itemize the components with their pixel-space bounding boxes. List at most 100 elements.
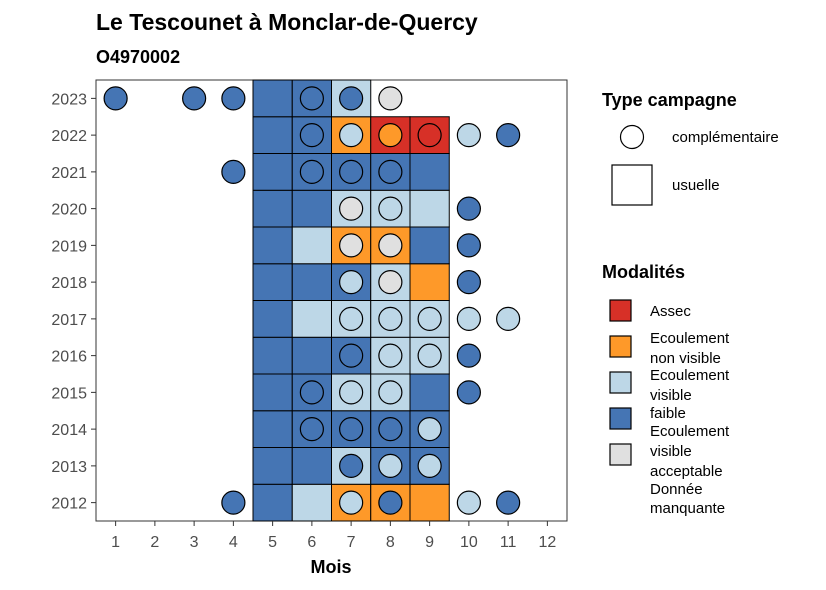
point-2021-4	[221, 159, 246, 184]
x-tick-label: 2	[150, 534, 159, 551]
y-tick-label: 2018	[51, 275, 87, 292]
point-2021-8	[378, 159, 403, 184]
tile-2019-5	[252, 226, 293, 265]
point-2017-7	[339, 306, 364, 331]
point-2023-6	[299, 86, 324, 111]
point-2012-10	[456, 490, 481, 515]
legend-label-ecoulement_visible_faible: faible	[650, 405, 686, 422]
y-tick-label: 2015	[51, 385, 87, 402]
y-tick-label: 2016	[51, 349, 87, 366]
points-layer	[103, 86, 521, 515]
y-tick-label: 2013	[51, 459, 87, 476]
point-2015-8	[378, 380, 403, 405]
point-2013-8	[378, 453, 403, 478]
legend-label-ecoulement_visible_faible: visible	[650, 387, 692, 404]
tiles-layer	[252, 79, 450, 522]
y-tick-label: 2019	[51, 238, 87, 255]
chart-title: Le Tescounet à Monclar-de-Quercy	[96, 9, 478, 35]
tile-2012-5	[252, 483, 293, 522]
legend-label-assec: Assec	[650, 303, 691, 320]
x-tick-label: 4	[229, 534, 238, 551]
point-2014-7	[339, 417, 364, 442]
x-tick-label: 11	[500, 534, 517, 551]
tile-2022-5	[252, 116, 293, 154]
legend-label-donnee_manquante: manquante	[650, 500, 725, 517]
point-2017-10	[456, 306, 481, 331]
point-2013-7	[339, 453, 364, 478]
tile-2018-5	[252, 263, 293, 301]
tile-2020-6	[291, 189, 332, 228]
legend-key-assec	[609, 299, 632, 322]
point-2016-7	[339, 343, 364, 368]
tile-2019-6	[291, 226, 332, 265]
tile-2023-6	[291, 79, 332, 118]
y-tick-label: 2014	[51, 422, 87, 439]
point-2015-6	[299, 380, 324, 405]
tile-2013-6	[291, 447, 332, 485]
point-2018-7	[339, 270, 364, 295]
legend-modalites-title: Modalités	[602, 262, 685, 282]
tile-2019-9	[409, 226, 450, 265]
tile-2021-5	[252, 153, 293, 191]
point-2020-10	[456, 196, 481, 221]
tile-2016-5	[252, 336, 293, 375]
tile-2012-6	[291, 483, 332, 522]
point-2023-8	[378, 86, 403, 111]
legend-key-ecoulement_visible_acceptable	[609, 407, 632, 430]
x-axis-label: Mois	[310, 557, 351, 577]
point-2017-11	[496, 306, 521, 331]
point-2016-8	[378, 343, 403, 368]
x-tick-label: 12	[538, 534, 556, 551]
point-2016-9	[417, 343, 442, 368]
point-2016-10	[456, 343, 481, 368]
legend-label-ecoulement_visible_acceptable: acceptable	[650, 463, 723, 480]
y-tick-label: 2022	[51, 128, 87, 145]
legend-key-ecoulement_non_visible	[609, 335, 632, 358]
x-axis: 1 2 3 4 5 6 7 8 9 10 11 12	[111, 521, 556, 551]
point-2014-9	[417, 417, 442, 442]
tile-2018-6	[291, 263, 332, 301]
legend-label-usuelle: usuelle	[672, 177, 720, 194]
point-2021-7	[339, 159, 364, 184]
tile-2018-9	[409, 263, 450, 301]
point-2019-10	[456, 233, 481, 258]
point-2017-8	[378, 306, 403, 331]
x-tick-label: 1	[111, 534, 120, 551]
legend-type-title: Type campagne	[602, 90, 737, 110]
point-2022-11	[496, 123, 521, 148]
point-2020-8	[378, 196, 403, 221]
point-2021-6	[299, 159, 324, 184]
tile-2017-6	[291, 300, 332, 338]
point-2022-9	[417, 123, 442, 148]
tile-2013-5	[252, 447, 293, 485]
point-2012-11	[496, 490, 521, 515]
x-tick-label: 5	[268, 534, 277, 551]
point-2022-6	[299, 123, 324, 148]
point-2022-10	[456, 123, 481, 148]
point-2014-8	[378, 417, 403, 442]
point-2015-7	[339, 380, 364, 405]
x-tick-label: 7	[347, 534, 356, 551]
tile-2015-5	[252, 373, 293, 412]
point-2023-4	[221, 86, 246, 111]
x-tick-label: 8	[386, 534, 395, 551]
point-2012-7	[339, 490, 364, 515]
point-2020-7	[339, 196, 364, 221]
tile-2015-9	[409, 373, 450, 412]
point-2017-9	[417, 306, 442, 331]
point-2015-10	[456, 380, 481, 405]
point-2023-1	[103, 86, 128, 111]
legend-label-complementaire: complémentaire	[672, 129, 779, 146]
point-2012-8	[378, 490, 403, 515]
y-tick-label: 2017	[51, 312, 87, 329]
point-2018-10	[456, 270, 481, 295]
legend-label-ecoulement_visible_acceptable: Ecoulement	[650, 423, 730, 440]
legend-label-ecoulement_visible_faible: Ecoulement	[650, 367, 730, 384]
tile-2020-7	[331, 189, 372, 228]
x-tick-label: 9	[425, 534, 434, 551]
y-axis: 2012 2013 2014 2015 2016 2017 2018 2019 2020 2021…	[51, 91, 96, 513]
point-2018-8	[378, 270, 403, 295]
tile-2012-9	[409, 483, 450, 522]
